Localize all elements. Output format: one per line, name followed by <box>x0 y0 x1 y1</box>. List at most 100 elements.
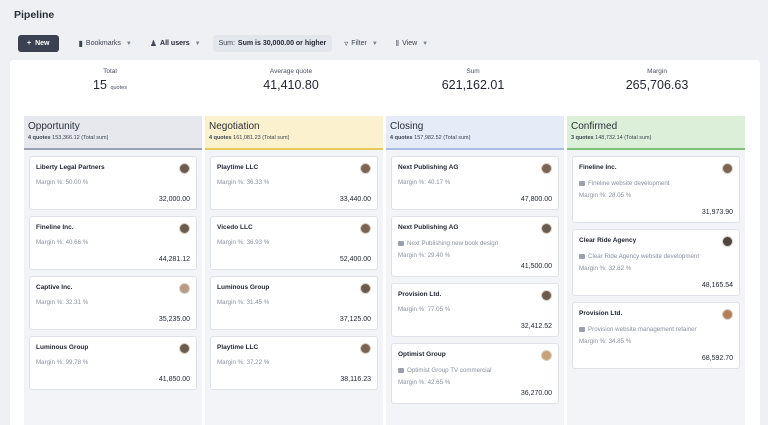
avatar[interactable] <box>722 309 733 320</box>
document-icon <box>398 368 404 373</box>
column-name: Opportunity <box>28 121 80 132</box>
avatar[interactable] <box>179 163 190 174</box>
column-header[interactable]: Confirmed 3 quotes 148,732.14 (Total sum… <box>567 116 745 150</box>
plus-icon: + <box>27 40 32 47</box>
new-button[interactable]: + New <box>18 35 59 52</box>
column-total-label: (Total sum) <box>624 135 652 141</box>
column-header[interactable]: Negotiation 4 quotes 161,081.23 (Total s… <box>205 116 383 150</box>
card-amount: 52,400.00 <box>339 256 371 263</box>
column-closing: Closing 4 quotes 157,982.52 (Total sum) … <box>386 116 564 425</box>
card-amount: 44,281.12 <box>158 256 190 263</box>
view-label: View <box>402 40 418 47</box>
column-meta: 3 quotes 148,732.14 (Total sum) <box>571 135 741 141</box>
column-header[interactable]: Closing 4 quotes 157,982.52 (Total sum) <box>386 116 564 150</box>
card-description-text: Clear Ride Agency website development <box>588 253 700 260</box>
card-amount: 31,973.90 <box>701 209 733 216</box>
sum-filter-chip[interactable]: Sum: Sum is 30,000.00 or higher <box>212 35 333 52</box>
filter-icon: ▿ <box>344 39 349 48</box>
card-description: Fineline website development <box>579 180 733 187</box>
stat-value-wrap: 15 quotes <box>35 78 185 92</box>
quote-card[interactable]: Captive Inc. Margin %: 32.31 % 35,235.00 <box>29 276 197 330</box>
card-margin: Margin %: 40.17 % <box>398 179 451 186</box>
card-margin: Margin %: 99.78 % <box>36 359 89 366</box>
card-description-text: Optimist Group TV commercial <box>407 367 492 374</box>
quote-card[interactable]: Provision Ltd. Provision website managem… <box>572 302 740 369</box>
quote-card[interactable]: Fineline Inc. Margin %: 40.66 % 44,281.1… <box>29 216 197 270</box>
avatar[interactable] <box>360 163 371 174</box>
document-icon <box>579 254 585 259</box>
card-amount: 33,440.00 <box>339 196 371 203</box>
card-margin: Margin %: 36.93 % <box>217 239 270 246</box>
quote-card[interactable]: Next Publishing AG Margin %: 40.17 % 47,… <box>391 156 559 210</box>
card-margin: Margin %: 29.40 % <box>398 252 451 259</box>
quote-card[interactable]: Liberty Legal Partners Margin %: 50.00 %… <box>29 156 197 210</box>
column-name: Closing <box>390 121 424 132</box>
card-margin: Margin %: 32.31 % <box>36 299 89 306</box>
card-margin: Margin %: 40.66 % <box>36 239 89 246</box>
avatar[interactable] <box>179 343 190 354</box>
chevron-down-icon: ▼ <box>422 40 429 47</box>
pipeline-panel: Total 15 quotes Average quote 41,410.80 … <box>10 60 760 425</box>
card-description: Optimist Group TV commercial <box>398 367 552 374</box>
stat-label: Sum <box>466 68 480 75</box>
column-header[interactable]: Opportunity 4 quotes 153,366.12 (Total s… <box>24 116 202 150</box>
column-negotiation: Negotiation 4 quotes 161,081.23 (Total s… <box>205 116 383 425</box>
quote-card[interactable]: Vicedo LLC Margin %: 36.93 % 52,400.00 <box>210 216 378 270</box>
card-company: Fineline Inc. <box>36 224 74 231</box>
quote-card[interactable]: Next Publishing AG Next Publishing new b… <box>391 216 559 277</box>
card-company: Provision Ltd. <box>398 291 442 298</box>
stat-average-quote: Average quote 41,410.80 <box>216 68 366 92</box>
avatar[interactable] <box>179 283 190 294</box>
column-total: 161,081.23 <box>233 135 261 141</box>
stat-value: 15 <box>93 78 107 92</box>
column-count: 4 quotes <box>390 135 413 141</box>
page-title: Pipeline <box>14 9 55 21</box>
filter-dropdown[interactable]: ▿ Filter ▼ <box>338 35 384 52</box>
quote-card[interactable]: Clear Ride Agency Clear Ride Agency webs… <box>572 229 740 296</box>
bookmarks-dropdown[interactable]: ▮ Bookmarks ▼ <box>73 35 138 52</box>
quote-card[interactable]: Provision Ltd. Margin %: 77.05 % 32,412.… <box>391 283 559 337</box>
card-margin: Margin %: 28.05 % <box>579 192 632 199</box>
card-company: Optimist Group <box>398 351 446 358</box>
quote-card[interactable]: Playtime LLC Margin %: 36.33 % 33,440.00 <box>210 156 378 210</box>
bookmark-icon: ▮ <box>78 39 83 48</box>
stat-label: Total <box>103 68 117 75</box>
quote-card[interactable]: Optimist Group Optimist Group TV commerc… <box>391 343 559 404</box>
summary-stats: Total 15 quotes Average quote 41,410.80 … <box>10 60 760 100</box>
quote-card[interactable]: Fineline Inc. Fineline website developme… <box>572 156 740 223</box>
card-margin: Margin %: 77.05 % <box>398 306 451 313</box>
avatar[interactable] <box>541 163 552 174</box>
stat-value: 41,410.80 <box>263 78 319 92</box>
avatar[interactable] <box>722 163 733 174</box>
users-dropdown[interactable]: ♟ All users ▼ <box>144 35 207 52</box>
quote-card[interactable]: Playtime LLC Margin %: 37.22 % 38,116.23 <box>210 336 378 390</box>
user-icon: ♟ <box>149 39 158 48</box>
avatar[interactable] <box>179 223 190 234</box>
card-margin: Margin %: 32.82 % <box>579 265 632 272</box>
avatar[interactable] <box>360 283 371 294</box>
card-margin: Margin %: 37.22 % <box>217 359 270 366</box>
card-margin: Margin %: 34.85 % <box>579 338 632 345</box>
card-company: Next Publishing AG <box>398 164 459 171</box>
card-company: Liberty Legal Partners <box>36 164 105 171</box>
card-margin: Margin %: 42.65 % <box>398 379 451 386</box>
card-description: Provision website management retainer <box>579 326 733 333</box>
avatar[interactable] <box>541 223 552 234</box>
avatar[interactable] <box>360 343 371 354</box>
card-amount: 68,592.70 <box>701 355 733 362</box>
avatar[interactable] <box>541 290 552 301</box>
stat-value: 265,706.63 <box>625 78 689 92</box>
avatar[interactable] <box>722 236 733 247</box>
column-total-label: (Total sum) <box>262 135 290 141</box>
stat-total: Total 15 quotes <box>35 68 185 92</box>
card-amount: 41,850.00 <box>158 376 190 383</box>
view-dropdown[interactable]: ‖ View ▼ <box>390 35 434 52</box>
toolbar: + New ▮ Bookmarks ▼ ♟ All users ▼ Sum: S… <box>18 35 434 52</box>
avatar[interactable] <box>360 223 371 234</box>
card-description-text: Provision website management retainer <box>588 326 697 333</box>
column-meta: 4 quotes 157,982.52 (Total sum) <box>390 135 560 141</box>
quote-card[interactable]: Luminous Group Margin %: 99.78 % 41,850.… <box>29 336 197 390</box>
quote-card[interactable]: Luminous Group Margin %: 31.45 % 37,125.… <box>210 276 378 330</box>
card-company: Captive Inc. <box>36 284 73 291</box>
avatar[interactable] <box>541 350 552 361</box>
